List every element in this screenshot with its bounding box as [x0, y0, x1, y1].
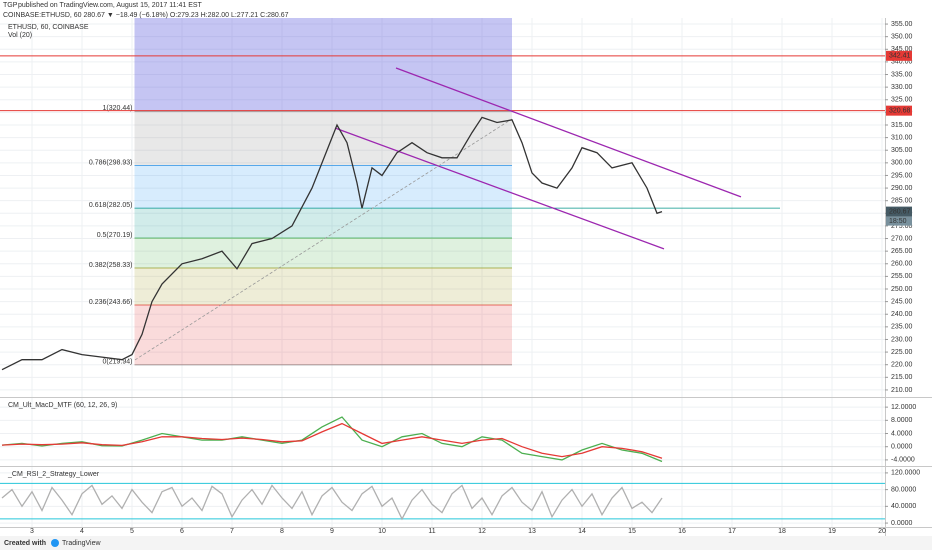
- fib-label: 1(320.44): [103, 105, 133, 112]
- published: published on TradingView.com, August 15,…: [18, 2, 203, 9]
- x-tick-label: 6: [180, 528, 184, 535]
- quote: COINBASE:ETHUSD, 60 280.67 ▼ −18.49 (−6.…: [3, 12, 289, 19]
- y-tick-label: 235.00: [891, 324, 913, 331]
- logo: [51, 539, 59, 547]
- fib-band: [134, 111, 512, 166]
- y-tick-label: 315.00: [891, 122, 913, 129]
- y-tick-label: 230.00: [891, 336, 913, 343]
- trend-line: [134, 118, 513, 361]
- countdown-tag: [886, 216, 912, 226]
- price-tag-label: 320.68: [889, 107, 911, 114]
- fib-band: [134, 305, 512, 365]
- x-tick-label: 12: [478, 528, 486, 535]
- publisher: TGP: [3, 2, 18, 9]
- x-tick-label: 5: [130, 528, 134, 535]
- y-tick-label: 330.00: [891, 84, 913, 91]
- y-tick-label: 275.00: [891, 223, 913, 230]
- fib-label: 0(219.94): [103, 359, 133, 366]
- y-tick-label: 310.00: [891, 134, 913, 141]
- y-tick-label: 12.0000: [891, 404, 916, 411]
- x-tick-label: 15: [628, 528, 636, 535]
- fib-band: [134, 267, 512, 306]
- series-line: [1, 422, 663, 459]
- countdown: 18:50: [889, 218, 907, 225]
- y-tick-label: 0.0000: [891, 520, 913, 527]
- y-tick-label: 245.00: [891, 298, 913, 305]
- panel-title: CM_Ult_MacD_MTF (60, 12, 26, 9): [8, 402, 117, 409]
- y-tick-label: 225.00: [891, 349, 913, 356]
- y-tick-label: 240.00: [891, 311, 913, 318]
- panel-title: ETHUSD, 60, COINBASE: [8, 24, 89, 31]
- y-tick-label: 300.00: [891, 160, 913, 167]
- y-tick-label: 345.00: [891, 46, 913, 53]
- x-tick-label: 10: [378, 528, 386, 535]
- y-tick-label: 210.00: [891, 387, 913, 394]
- y-tick-label: 350.00: [891, 34, 913, 41]
- y-tick-label: 80.0000: [891, 486, 916, 493]
- y-tick-label: 8.0000: [891, 417, 913, 424]
- last-price-tag: [886, 206, 912, 217]
- y-tick-label: 340.00: [891, 59, 913, 66]
- x-tick-label: 3: [30, 528, 34, 535]
- y-tick-label: 120.0000: [891, 470, 920, 477]
- fib-band: [134, 238, 512, 268]
- footer-brand: TradingView: [62, 540, 101, 547]
- fib-label: 0.382(258.33): [89, 262, 133, 269]
- x-tick-label: 17: [728, 528, 736, 535]
- y-tick-label: 265.00: [891, 248, 913, 255]
- x-tick-label: 19: [828, 528, 836, 535]
- y-tick-label: 255.00: [891, 273, 913, 280]
- y-tick-label: 290.00: [891, 185, 913, 192]
- series-line: [1, 484, 663, 521]
- y-tick-label: 355.00: [891, 21, 913, 28]
- series-line: [1, 116, 663, 371]
- x-tick-label: 13: [528, 528, 536, 535]
- x-tick-label: 16: [678, 528, 686, 535]
- x-tick-label: 8: [280, 528, 284, 535]
- x-tick-label: 11: [428, 528, 435, 535]
- panel-title: _CM_RSI_2_Strategy_Lower: [7, 471, 100, 478]
- y-tick-label: 295.00: [891, 172, 913, 179]
- y-tick-label: 285.00: [891, 198, 913, 205]
- y-tick-label: 335.00: [891, 71, 913, 78]
- y-tick-label: 270.00: [891, 235, 913, 242]
- y-tick-label: 0.0000: [891, 444, 913, 451]
- price-tag-label: 342.41: [889, 53, 911, 60]
- fib-label: 0.236(243.66): [89, 299, 133, 306]
- y-tick-label: 4.0000: [891, 430, 913, 437]
- footer-created: Created with: [4, 540, 46, 547]
- y-tick-label: 305.00: [891, 147, 913, 154]
- y-tick-label: 220.00: [891, 362, 913, 369]
- trend-line: [334, 127, 665, 250]
- price-tag: [886, 50, 912, 61]
- x-tick-label: 20: [878, 528, 886, 535]
- fib-label: 0.786(298.93): [89, 159, 133, 166]
- trend-line: [395, 67, 742, 198]
- series-line: [1, 416, 663, 463]
- y-tick-label: 325.00: [891, 97, 913, 104]
- fib-band: [134, 208, 512, 239]
- y-tick-label: 40.0000: [891, 503, 916, 510]
- footer-bar: [0, 536, 932, 550]
- last-price-label: 280.67: [889, 208, 911, 215]
- price-tag: [886, 105, 912, 116]
- y-tick-label: -4.0000: [891, 457, 915, 464]
- fib-label: 0.618(282.05): [89, 202, 133, 209]
- x-tick-label: 14: [578, 528, 586, 535]
- y-tick-label: 215.00: [891, 374, 913, 381]
- x-tick-label: 4: [80, 528, 84, 535]
- highlight-box: [134, 18, 512, 112]
- x-tick-label: 7: [230, 528, 234, 535]
- x-tick-label: 9: [330, 528, 334, 535]
- x-tick-label: 18: [778, 528, 786, 535]
- fib-label: 0.5(270.19): [97, 232, 133, 239]
- fib-band: [134, 165, 512, 209]
- y-tick-label: 250.00: [891, 286, 913, 293]
- y-tick-label: 260.00: [891, 261, 913, 268]
- panel-subtitle: Vol (20): [8, 32, 32, 39]
